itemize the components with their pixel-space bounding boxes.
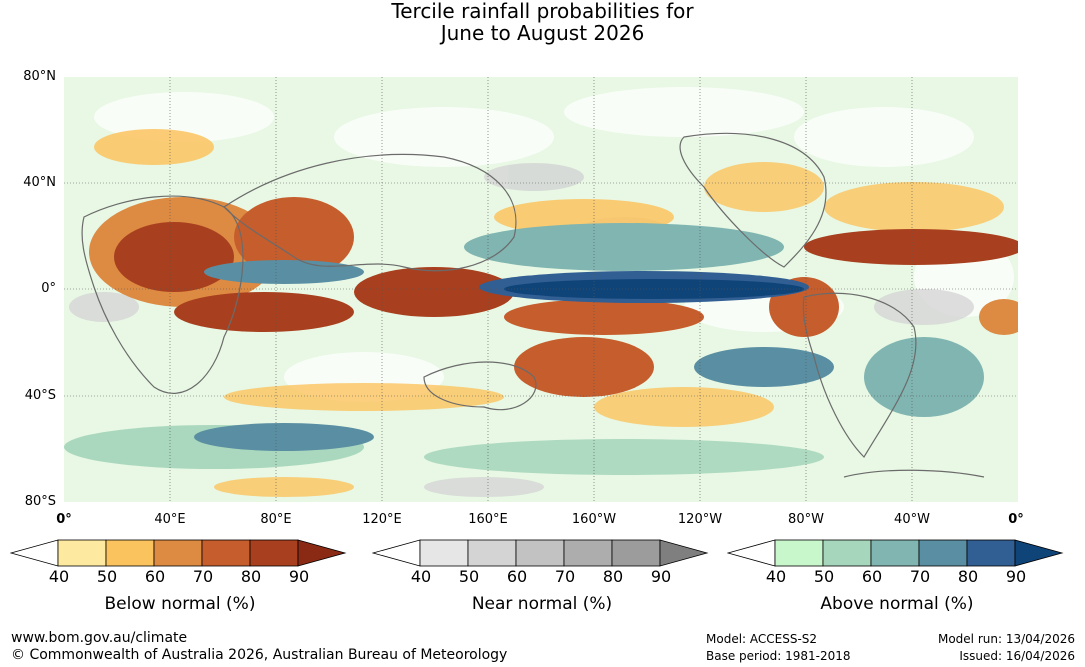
lon-label-160e: 160°E: [468, 512, 508, 527]
near-tick-50: 50: [458, 567, 480, 586]
footer-base-period: Base period: 1981-2018: [706, 649, 851, 663]
map-title-line2: June to August 2026: [440, 21, 645, 45]
footer-issued: Issued: 16/04/2026: [959, 649, 1075, 663]
lon-label-40w: 40°W: [894, 512, 930, 527]
lat-label-40s: 40°S: [24, 388, 56, 403]
colorbar-upper-extension: [1014, 539, 1064, 567]
colorbar-swatch: [563, 539, 613, 567]
footer-copyright: © Commonwealth of Australia 2026, Austra…: [11, 647, 508, 663]
near-tick-80: 80: [602, 567, 624, 586]
colorbar-swatch: [918, 539, 968, 567]
colorbar-lower-extension: [727, 539, 776, 567]
colorbar-swatch: [201, 539, 251, 567]
map-canvas: [64, 77, 1018, 502]
above-tick-50: 50: [813, 567, 835, 586]
colorbar-above-normal-title: Above normal (%): [820, 594, 974, 614]
near-tick-90: 90: [650, 567, 672, 586]
below-tick-60: 60: [144, 567, 166, 586]
graticule: [64, 77, 1018, 502]
rainfall-probability-map: [64, 77, 1018, 502]
colorbar-swatch: [611, 539, 661, 567]
colorbar-below-normal-title: Below normal (%): [104, 594, 256, 614]
colorbar-near-normal-swatches: [372, 539, 709, 567]
colorbar-near-normal: [372, 537, 712, 567]
near-tick-70: 70: [554, 567, 576, 586]
lon-label-120w: 120°W: [677, 512, 723, 527]
lat-label-80n: 80°N: [23, 69, 56, 84]
colorbar-swatch: [822, 539, 872, 567]
lon-label-80w: 80°W: [788, 512, 824, 527]
near-tick-40: 40: [410, 567, 432, 586]
lon-label-40e: 40°E: [154, 512, 186, 527]
footer-model-run: Model run: 13/04/2026: [937, 632, 1075, 646]
colorbar-above-normal: [727, 537, 1067, 567]
below-tick-70: 70: [192, 567, 214, 586]
map-title-line1: Tercile rainfall probabilities for: [391, 0, 694, 23]
lon-label-80e: 80°E: [260, 512, 292, 527]
footer-model: Model: ACCESS-S2: [706, 632, 818, 646]
colorbar-upper-extension: [297, 539, 347, 567]
colorbar-swatch: [774, 539, 824, 567]
below-tick-80: 80: [240, 567, 262, 586]
above-tick-90: 90: [1005, 567, 1027, 586]
colorbar-below-normal: [10, 537, 350, 567]
above-tick-70: 70: [909, 567, 931, 586]
lon-label-0-right: 0°: [1008, 512, 1024, 527]
lon-label-160w: 160°W: [571, 512, 617, 527]
colorbar-lower-extension: [10, 539, 59, 567]
colorbar-swatch: [467, 539, 517, 567]
near-tick-60: 60: [506, 567, 528, 586]
colorbar-swatch: [57, 539, 107, 567]
colorbar-upper-extension: [659, 539, 709, 567]
colorbar-above-normal-swatches: [727, 539, 1064, 567]
colorbar-swatch: [966, 539, 1016, 567]
colorbar-swatch: [515, 539, 565, 567]
colorbar-below-normal-swatches: [10, 539, 347, 567]
below-tick-40: 40: [48, 567, 70, 586]
lon-label-120e: 120°E: [362, 512, 402, 527]
colorbar-swatch: [105, 539, 155, 567]
lat-label-0: 0°: [41, 281, 56, 296]
colorbar-swatch: [249, 539, 299, 567]
colorbar-lower-extension: [372, 539, 421, 567]
colorbar-swatch: [419, 539, 469, 567]
lon-label-0-left: 0°: [56, 512, 72, 527]
colorbar-swatch: [870, 539, 920, 567]
below-tick-90: 90: [288, 567, 310, 586]
above-tick-40: 40: [765, 567, 787, 586]
colorbar-swatch: [153, 539, 203, 567]
above-tick-80: 80: [957, 567, 979, 586]
above-normal-regions: [64, 223, 984, 475]
coastlines: [81, 132, 985, 478]
colorbar-near-normal-title: Near normal (%): [471, 594, 613, 614]
lat-label-80s: 80°S: [24, 494, 56, 509]
below-normal-regions: [89, 129, 1018, 497]
above-tick-60: 60: [861, 567, 883, 586]
lat-label-40n: 40°N: [23, 175, 56, 190]
footer-website-link[interactable]: www.bom.gov.au/climate: [11, 630, 188, 646]
below-tick-50: 50: [96, 567, 118, 586]
